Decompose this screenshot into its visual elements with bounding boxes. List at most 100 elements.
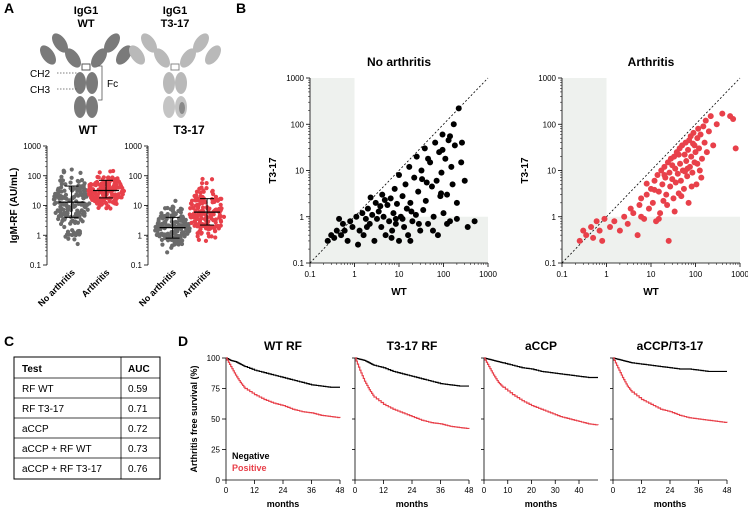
data-point (213, 235, 218, 240)
data-point (219, 196, 224, 202)
legend-positive: Positive (232, 463, 267, 473)
data-point (76, 201, 81, 206)
plot-title: T3-17 (173, 123, 205, 137)
survival-panel-1: T3-17 RF 0 12 24 36 48 months (352, 339, 474, 509)
data-point (674, 170, 681, 177)
data-point (382, 232, 389, 239)
y-tick-label: 1 (552, 213, 557, 222)
data-point (688, 153, 695, 160)
plot-title: aCCP/T3-17 (637, 339, 704, 353)
data-point (60, 178, 66, 183)
data-point (438, 190, 445, 197)
x-tick-label: 12 (637, 486, 646, 495)
data-point (363, 224, 370, 231)
data-point (189, 198, 195, 203)
data-point (118, 183, 124, 188)
data-point (407, 199, 414, 206)
data-point (194, 189, 200, 194)
data-point (660, 197, 667, 204)
x-tick-label: 100 (437, 270, 451, 279)
data-point (580, 227, 587, 234)
y-tick-label: 0 (216, 476, 221, 485)
y-tick-label: 0.1 (30, 261, 42, 270)
y-tick-label: 100 (207, 354, 221, 363)
data-point (680, 185, 687, 192)
data-point (59, 181, 64, 187)
data-point (178, 210, 183, 215)
x-axis-label: months (525, 499, 558, 509)
data-point (601, 215, 608, 222)
plot-title: T3-17 RF (387, 339, 438, 353)
data-point (616, 227, 623, 234)
data-point (440, 210, 447, 217)
data-point (702, 117, 709, 124)
panel-label-b: B (236, 0, 246, 16)
data-point (719, 110, 726, 117)
table-cell: aCCP + RF WT (22, 444, 92, 455)
data-point (651, 177, 658, 184)
data-point (389, 227, 396, 234)
x-tick-label: 10 (647, 270, 656, 279)
data-point (661, 171, 668, 178)
data-point (77, 187, 82, 192)
data-point (56, 208, 61, 213)
data-point (344, 237, 351, 244)
data-point (392, 220, 399, 227)
data-point (665, 237, 672, 244)
data-point (643, 180, 650, 187)
y-tick-label: 1000 (538, 74, 556, 83)
data-point (59, 185, 64, 190)
data-point (378, 224, 385, 231)
data-point (156, 219, 161, 224)
data-point (63, 182, 68, 187)
data-point (678, 193, 685, 200)
x-tick-label: 36 (436, 486, 445, 495)
data-point (442, 155, 449, 162)
y-tick-label: 100 (291, 120, 305, 129)
data-point (349, 224, 356, 231)
data-point (72, 220, 78, 225)
data-point (339, 220, 346, 227)
data-point (434, 232, 441, 239)
data-point (175, 220, 180, 225)
y-tick-label: 50 (211, 415, 220, 424)
x-tick-label: 20 (527, 486, 536, 495)
data-point (177, 240, 182, 245)
x-tick-label: 48 (723, 486, 732, 495)
data-point (590, 234, 597, 241)
data-point (112, 193, 117, 198)
y-tick-label: 1000 (23, 142, 41, 151)
data-point (199, 181, 205, 186)
data-point (364, 205, 371, 212)
x-tick-label: 24 (666, 486, 675, 495)
data-point (188, 214, 193, 220)
scatter-B_no_arthritis: 0.1 0.1 1 1 10 10 100 100 1000 1000 No arthritis WT… (268, 55, 497, 298)
data-point (448, 163, 455, 170)
data-point (218, 223, 223, 228)
data-point (413, 153, 420, 160)
table-cell: aCCP + RF T3-17 (22, 464, 102, 475)
negative-curve (484, 357, 598, 379)
data-point (425, 155, 432, 162)
data-point (409, 218, 416, 225)
data-point (213, 224, 218, 229)
data-point (663, 191, 670, 198)
dot-plot-A_WT: WT 0.1 1 10 100 1000 IgM-RF (AU/mL) No arthriti… (9, 123, 127, 308)
data-point (338, 232, 345, 239)
data-point (191, 205, 196, 211)
data-point (636, 201, 643, 208)
x-tick-label: 0 (353, 486, 358, 495)
data-point (333, 227, 340, 234)
data-point (705, 128, 712, 135)
fc-label: Fc (107, 79, 118, 90)
data-point (174, 229, 180, 234)
data-point (66, 204, 72, 210)
x-tick-label: 36 (307, 486, 316, 495)
data-point (710, 142, 717, 149)
data-point (114, 201, 119, 207)
x-category-label: Arthritis (80, 267, 112, 299)
antibody-t317-diagram: IgG1 T3-17 (129, 5, 221, 118)
data-point (375, 208, 382, 215)
panel-a-plots: WT 0.1 1 10 100 1000 IgM-RF (AU/mL) No arthriti… (9, 123, 227, 308)
data-point (372, 199, 379, 206)
